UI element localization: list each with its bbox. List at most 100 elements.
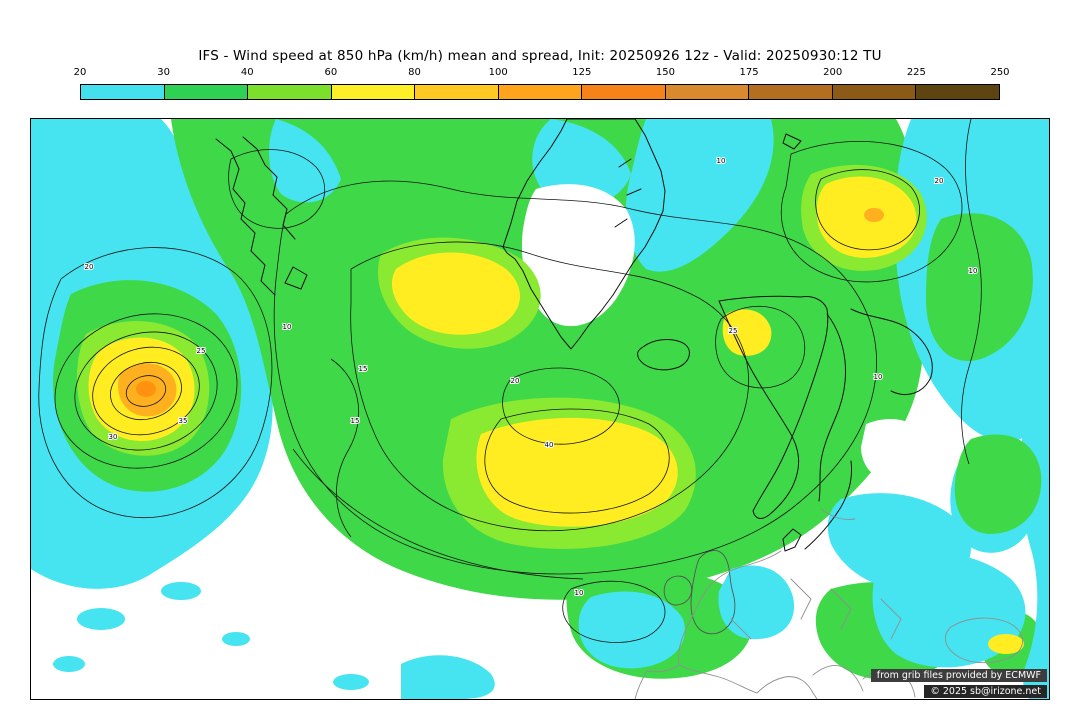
field-blob	[476, 417, 678, 527]
colorbar-ticks: 20 30 40 60 80 100 125 150 175 200 225 250	[74, 67, 1010, 80]
field-blob	[171, 119, 924, 600]
contour-label: 20	[511, 377, 520, 385]
spread-contours	[38, 119, 982, 643]
field-blob	[161, 582, 201, 600]
field-blob	[926, 213, 1033, 361]
field-blob	[578, 591, 685, 669]
field-blob	[401, 655, 495, 699]
colorbar-segment	[81, 85, 165, 99]
colorbar-segment	[415, 85, 499, 99]
field-blob	[77, 608, 125, 630]
contour-label: 25	[197, 347, 206, 355]
coastline-iceland	[637, 339, 690, 371]
coastline-adriatic	[812, 664, 864, 692]
field-blob	[269, 119, 341, 203]
coastline-greenland	[502, 119, 666, 350]
coastline-kola	[850, 308, 933, 395]
field-blob	[861, 419, 929, 482]
contour-line	[484, 408, 670, 514]
contour-line	[715, 305, 806, 389]
colorbar-tick-label: 200	[823, 67, 843, 78]
contour-label: 10	[575, 589, 584, 597]
coastline-baltic	[804, 460, 852, 550]
field-blob	[864, 208, 884, 222]
contour-line	[815, 169, 920, 251]
contour-line	[562, 580, 666, 643]
colorbar-tick-label: 60	[324, 67, 338, 78]
colorbar-tick-label: 250	[990, 67, 1010, 78]
contour-line	[330, 358, 360, 538]
orange-layer	[118, 208, 884, 417]
coastline-channel	[706, 550, 782, 590]
colorbar-segment	[665, 85, 750, 99]
field-blob	[626, 119, 774, 272]
field-blob	[53, 656, 85, 672]
field-blob	[954, 434, 1042, 534]
coastline-ireland	[663, 575, 693, 606]
contour-label: 30	[109, 433, 118, 441]
contour-line	[292, 448, 584, 580]
colorbar-segment	[749, 85, 833, 99]
field-blob	[872, 551, 1026, 668]
coastline-island	[284, 266, 308, 290]
contour-line	[350, 241, 749, 532]
green-island-layer	[926, 213, 1042, 534]
coastline-black-sea	[944, 617, 1024, 664]
colorbar-segment	[916, 85, 1000, 99]
colorbar-tick-label: 125	[572, 67, 592, 78]
field-blob	[988, 634, 1024, 654]
contour-label: 20	[85, 263, 94, 271]
country-border	[730, 618, 752, 640]
contour-ring	[110, 361, 182, 421]
contour-line	[961, 119, 982, 465]
colorbar-segment	[582, 85, 666, 99]
coastline-svalbard	[782, 133, 802, 150]
white-patch-layer	[521, 184, 929, 482]
colorbar-segment	[331, 85, 416, 99]
contour-label: 35	[179, 417, 188, 425]
colorbar-tick-label: 30	[157, 67, 170, 78]
contour-labels: 20 25 30 35 10 15 20 10 20 10 25 10 15 1…	[84, 156, 979, 598]
colorbar-tick-label: 40	[240, 67, 254, 78]
contour-label: 10	[969, 267, 978, 275]
country-border	[880, 598, 902, 640]
contour-label: 20	[935, 177, 944, 185]
colorbar-tick-label: 100	[488, 67, 508, 78]
contour-label: 10	[874, 373, 883, 381]
contour-line	[502, 367, 620, 445]
field-blob	[722, 309, 772, 356]
coastline-britain	[690, 550, 736, 635]
storm-contour-rings	[54, 313, 238, 469]
contour-line	[38, 247, 273, 519]
contour-ring	[92, 346, 200, 436]
field-blob	[391, 252, 521, 335]
contour-label: 10	[283, 323, 292, 331]
contour-ring	[74, 331, 218, 451]
coastline-mediterranean	[678, 664, 758, 694]
contour-label: 40	[545, 441, 554, 449]
coastlines-north	[215, 119, 933, 552]
colorbar-tick-label: 225	[906, 67, 926, 78]
field-blob	[333, 674, 369, 690]
colorbar-tick-label: 150	[655, 67, 675, 78]
contour-ring	[54, 313, 238, 469]
coastline-finland	[818, 313, 846, 502]
colorbar-cells	[80, 84, 1000, 100]
contour-label: 15	[351, 417, 360, 425]
colorbar-tick-label: 175	[739, 67, 759, 78]
colorbar-tick-label: 20	[73, 67, 87, 78]
contour-label: 25	[729, 327, 738, 335]
coastline-france	[634, 588, 708, 699]
colorbar-segment	[832, 85, 917, 99]
contour-line	[780, 141, 963, 283]
coastline-denmark	[782, 528, 802, 552]
chart-title: IFS - Wind speed at 850 hPa (km/h) mean …	[198, 48, 882, 64]
yellow-layer	[88, 176, 1024, 654]
storm-core-deep-orange	[136, 381, 156, 397]
contour-line	[273, 180, 877, 575]
contour-ring	[125, 375, 167, 407]
coastlines-europe	[634, 508, 1024, 699]
colorbar-segment	[248, 85, 332, 99]
field-blob	[521, 184, 635, 327]
map-frame: 20 25 30 35 10 15 20 10 20 10 25 10 15 1…	[30, 118, 1050, 700]
